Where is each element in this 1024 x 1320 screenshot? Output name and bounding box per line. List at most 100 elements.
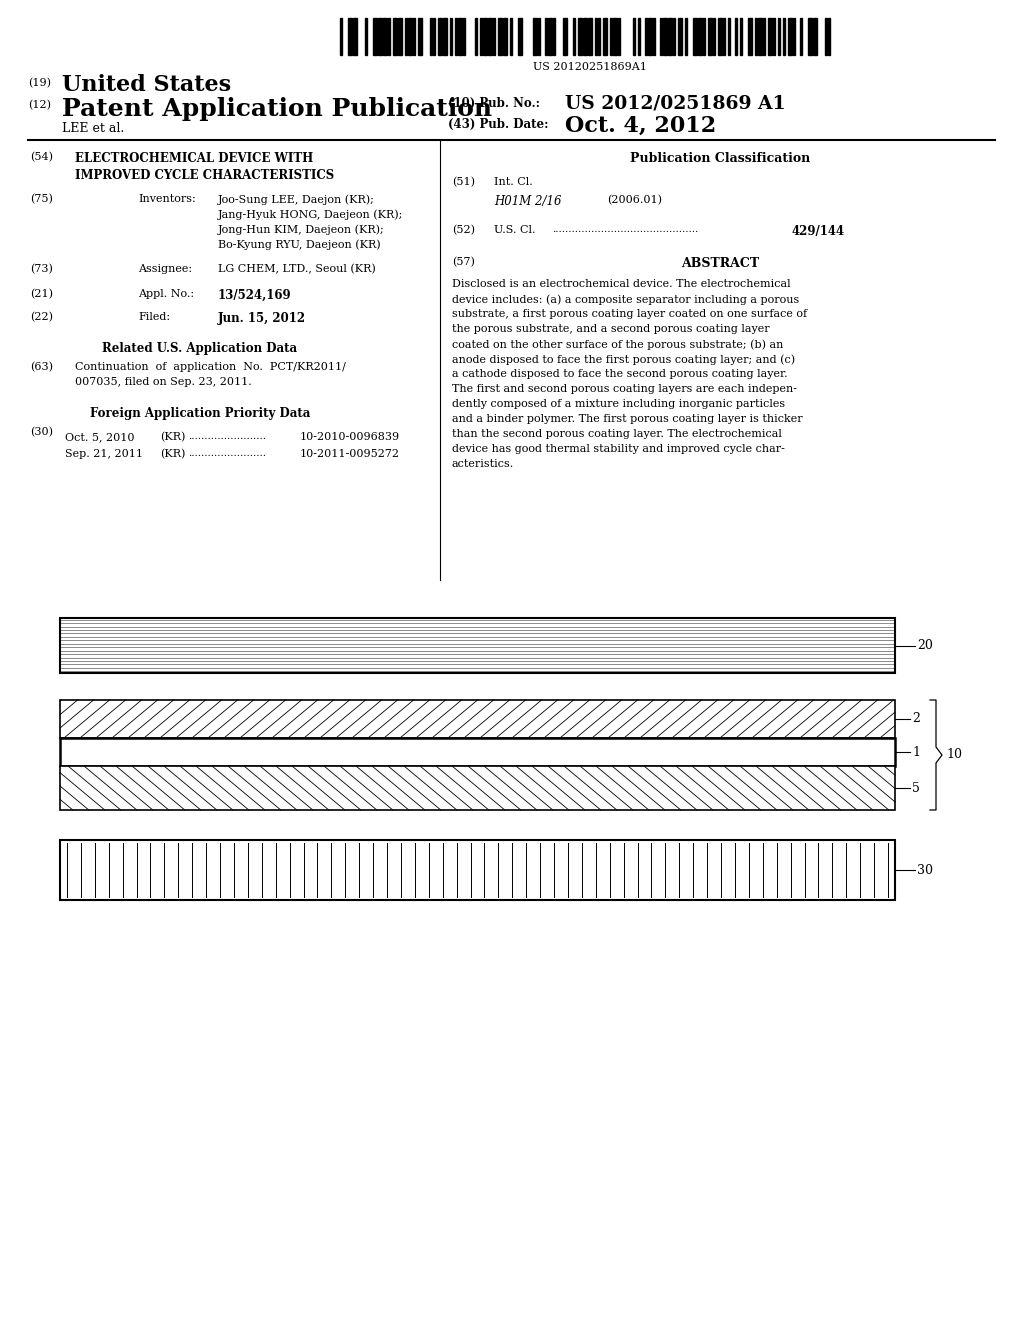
Bar: [493, 18, 495, 55]
Bar: [392, 18, 394, 55]
Text: (KR): (KR): [160, 432, 185, 442]
Text: IMPROVED CYCLE CHARACTERISTICS: IMPROVED CYCLE CHARACTERISTICS: [75, 169, 334, 182]
Bar: [553, 18, 555, 55]
Bar: [595, 18, 597, 55]
Bar: [645, 18, 647, 55]
Bar: [650, 18, 652, 55]
Bar: [387, 18, 389, 55]
Bar: [60, 840, 895, 900]
Bar: [815, 18, 817, 55]
Text: anode disposed to face the first porous coating layer; and (c): anode disposed to face the first porous …: [452, 354, 795, 364]
Bar: [665, 18, 667, 55]
Bar: [670, 18, 672, 55]
Bar: [588, 18, 590, 55]
Text: ABSTRACT: ABSTRACT: [681, 257, 759, 271]
Bar: [562, 18, 564, 55]
Text: (30): (30): [30, 426, 53, 437]
Text: Jun. 15, 2012: Jun. 15, 2012: [218, 312, 306, 325]
Text: U.S. Cl.: U.S. Cl.: [494, 224, 536, 235]
Bar: [772, 18, 774, 55]
Text: ELECTROCHEMICAL DEVICE WITH: ELECTROCHEMICAL DEVICE WITH: [75, 152, 313, 165]
Bar: [735, 18, 737, 55]
Bar: [413, 18, 415, 55]
Bar: [375, 18, 377, 55]
Text: Jang-Hyuk HONG, Daejeon (KR);: Jang-Hyuk HONG, Daejeon (KR);: [218, 209, 403, 219]
Bar: [718, 18, 720, 55]
Text: Inventors:: Inventors:: [138, 194, 196, 205]
Bar: [692, 18, 694, 55]
Bar: [740, 18, 742, 55]
Bar: [790, 18, 792, 55]
Bar: [378, 18, 380, 55]
Bar: [580, 18, 582, 55]
Bar: [760, 18, 762, 55]
Bar: [800, 18, 802, 55]
Bar: [605, 18, 607, 55]
Text: H01M 2/16: H01M 2/16: [494, 195, 561, 209]
Bar: [500, 18, 502, 55]
Text: Sep. 21, 2011: Sep. 21, 2011: [65, 449, 143, 459]
Text: .............................................: ........................................…: [552, 224, 698, 234]
Text: LEE et al.: LEE et al.: [62, 121, 124, 135]
Bar: [700, 18, 702, 55]
Text: US 2012/0251869 A1: US 2012/0251869 A1: [565, 94, 785, 112]
Bar: [347, 18, 349, 55]
Text: (19): (19): [28, 78, 51, 88]
Text: (51): (51): [452, 177, 475, 187]
Bar: [770, 18, 772, 55]
Bar: [503, 18, 505, 55]
Bar: [340, 18, 342, 55]
Bar: [60, 618, 895, 673]
Bar: [758, 18, 760, 55]
Bar: [633, 18, 635, 55]
Bar: [572, 18, 574, 55]
Bar: [437, 18, 439, 55]
Bar: [383, 18, 384, 55]
Bar: [406, 18, 407, 55]
Bar: [590, 18, 592, 55]
Bar: [385, 18, 387, 55]
Bar: [610, 18, 612, 55]
Text: Patent Application Publication: Patent Application Publication: [62, 96, 493, 121]
Text: (21): (21): [30, 289, 53, 300]
Text: (52): (52): [452, 224, 475, 235]
Bar: [458, 18, 460, 55]
Bar: [535, 18, 537, 55]
Text: Oct. 5, 2010: Oct. 5, 2010: [65, 432, 134, 442]
Text: 007035, filed on Sep. 23, 2011.: 007035, filed on Sep. 23, 2011.: [75, 378, 252, 387]
Bar: [505, 18, 507, 55]
Bar: [827, 18, 829, 55]
Text: Filed:: Filed:: [138, 312, 170, 322]
Bar: [565, 18, 567, 55]
Bar: [685, 18, 687, 55]
Text: Bo-Kyung RYU, Daejeon (KR): Bo-Kyung RYU, Daejeon (KR): [218, 239, 381, 249]
Bar: [602, 18, 604, 55]
Bar: [787, 18, 790, 55]
Text: the porous substrate, and a second porous coating layer: the porous substrate, and a second porou…: [452, 323, 770, 334]
Text: device has good thermal stability and improved cycle char-: device has good thermal stability and im…: [452, 444, 784, 454]
Text: Jong-Hun KIM, Daejeon (KR);: Jong-Hun KIM, Daejeon (KR);: [218, 224, 385, 235]
Text: 1: 1: [912, 746, 920, 759]
Bar: [713, 18, 715, 55]
Text: (57): (57): [452, 257, 475, 268]
Text: Foreign Application Priority Data: Foreign Application Priority Data: [90, 407, 310, 420]
Text: (22): (22): [30, 312, 53, 322]
Bar: [647, 18, 649, 55]
Bar: [520, 18, 522, 55]
Text: Related U.S. Application Data: Related U.S. Application Data: [102, 342, 298, 355]
Bar: [812, 18, 814, 55]
Bar: [768, 18, 769, 55]
Bar: [397, 18, 399, 55]
Bar: [678, 18, 680, 55]
Bar: [720, 18, 722, 55]
Text: Int. Cl.: Int. Cl.: [494, 177, 532, 187]
Text: than the second porous coating layer. The electrochemical: than the second porous coating layer. Th…: [452, 429, 782, 440]
Bar: [410, 18, 412, 55]
Text: (KR): (KR): [160, 449, 185, 459]
Text: 5: 5: [912, 781, 920, 795]
Text: Publication Classification: Publication Classification: [630, 152, 810, 165]
Text: 10-2010-0096839: 10-2010-0096839: [300, 432, 400, 442]
Bar: [708, 18, 710, 55]
Bar: [450, 18, 452, 55]
Bar: [545, 18, 547, 55]
